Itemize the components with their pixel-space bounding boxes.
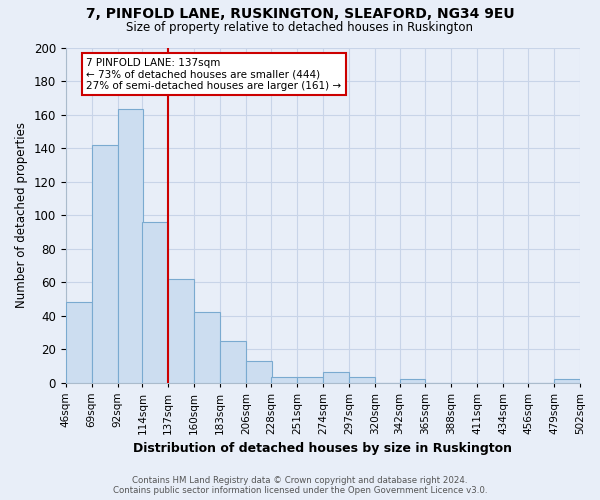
Text: Size of property relative to detached houses in Ruskington: Size of property relative to detached ho… bbox=[127, 21, 473, 34]
Bar bbox=[400, 379, 425, 382]
Bar bbox=[297, 378, 323, 382]
X-axis label: Distribution of detached houses by size in Ruskington: Distribution of detached houses by size … bbox=[133, 442, 512, 455]
Bar bbox=[194, 312, 220, 382]
Text: Contains HM Land Registry data © Crown copyright and database right 2024.
Contai: Contains HM Land Registry data © Crown c… bbox=[113, 476, 487, 495]
Bar bbox=[349, 378, 375, 382]
Bar bbox=[323, 372, 349, 382]
Bar bbox=[246, 360, 272, 382]
Bar bbox=[168, 278, 194, 382]
Y-axis label: Number of detached properties: Number of detached properties bbox=[15, 122, 28, 308]
Bar bbox=[65, 302, 92, 382]
Text: 7 PINFOLD LANE: 137sqm
← 73% of detached houses are smaller (444)
27% of semi-de: 7 PINFOLD LANE: 137sqm ← 73% of detached… bbox=[86, 58, 341, 91]
Bar bbox=[220, 340, 246, 382]
Bar bbox=[271, 378, 297, 382]
Bar bbox=[118, 110, 143, 382]
Bar bbox=[554, 379, 580, 382]
Bar bbox=[142, 222, 168, 382]
Bar bbox=[92, 144, 118, 382]
Text: 7, PINFOLD LANE, RUSKINGTON, SLEAFORD, NG34 9EU: 7, PINFOLD LANE, RUSKINGTON, SLEAFORD, N… bbox=[86, 8, 514, 22]
